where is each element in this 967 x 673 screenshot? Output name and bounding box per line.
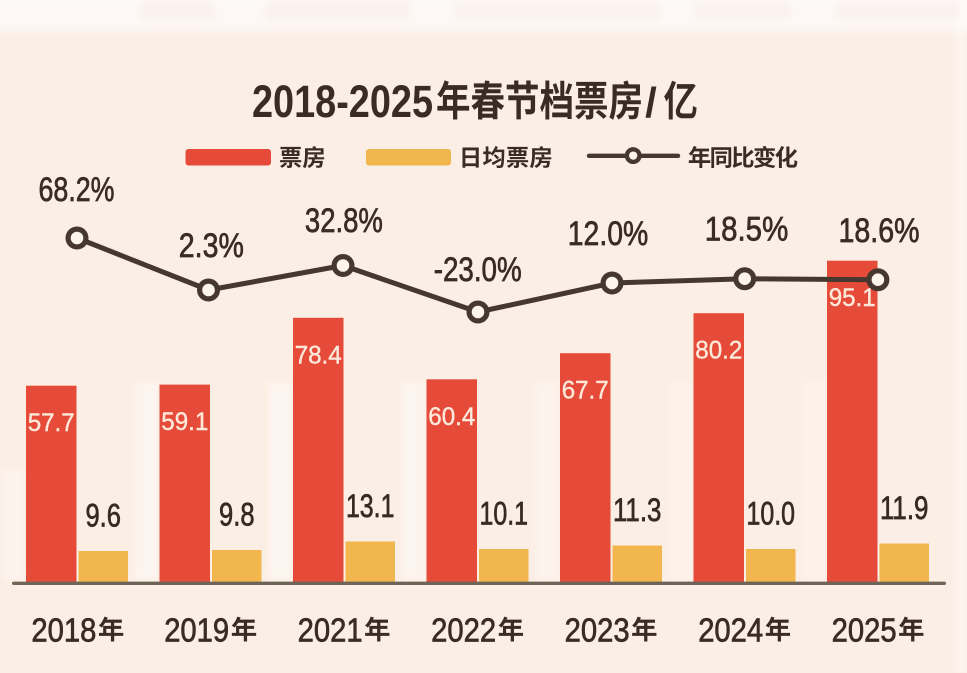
svg-text:10.0: 10.0	[747, 496, 796, 532]
svg-text:67.7: 67.7	[562, 377, 609, 405]
svg-text:13.1: 13.1	[346, 488, 395, 524]
svg-text:2023: 2023	[565, 611, 630, 648]
svg-text:57.7: 57.7	[28, 409, 75, 437]
svg-text:2021: 2021	[298, 611, 363, 648]
svg-text:18.5%: 18.5%	[705, 210, 789, 248]
svg-text:80.2: 80.2	[695, 337, 742, 365]
svg-text:68.2%: 68.2%	[39, 171, 115, 209]
svg-text:2024: 2024	[698, 611, 763, 648]
svg-text:60.4: 60.4	[428, 403, 475, 431]
svg-text:78.4: 78.4	[295, 341, 342, 369]
svg-text:2.3%: 2.3%	[179, 227, 244, 265]
svg-text:2022: 2022	[431, 611, 496, 648]
svg-text:9.6: 9.6	[85, 498, 121, 534]
svg-text:/: /	[645, 79, 657, 126]
svg-text:2025: 2025	[832, 611, 897, 648]
svg-text:11.3: 11.3	[613, 492, 662, 528]
svg-text:12.0%: 12.0%	[568, 215, 649, 253]
svg-text:10.1: 10.1	[480, 496, 529, 532]
svg-text:95.1: 95.1	[829, 284, 876, 312]
svg-text:18.6%: 18.6%	[839, 212, 920, 250]
svg-text:-23.0%: -23.0%	[434, 251, 522, 289]
svg-text:2019: 2019	[164, 611, 229, 648]
svg-text:9.8: 9.8	[219, 497, 255, 533]
svg-text:2018: 2018	[31, 611, 96, 648]
svg-text:59.1: 59.1	[161, 408, 208, 436]
svg-text:11.9: 11.9	[880, 490, 929, 526]
svg-text:32.8%: 32.8%	[305, 202, 383, 240]
svg-text:2018-2025: 2018-2025	[252, 76, 433, 127]
